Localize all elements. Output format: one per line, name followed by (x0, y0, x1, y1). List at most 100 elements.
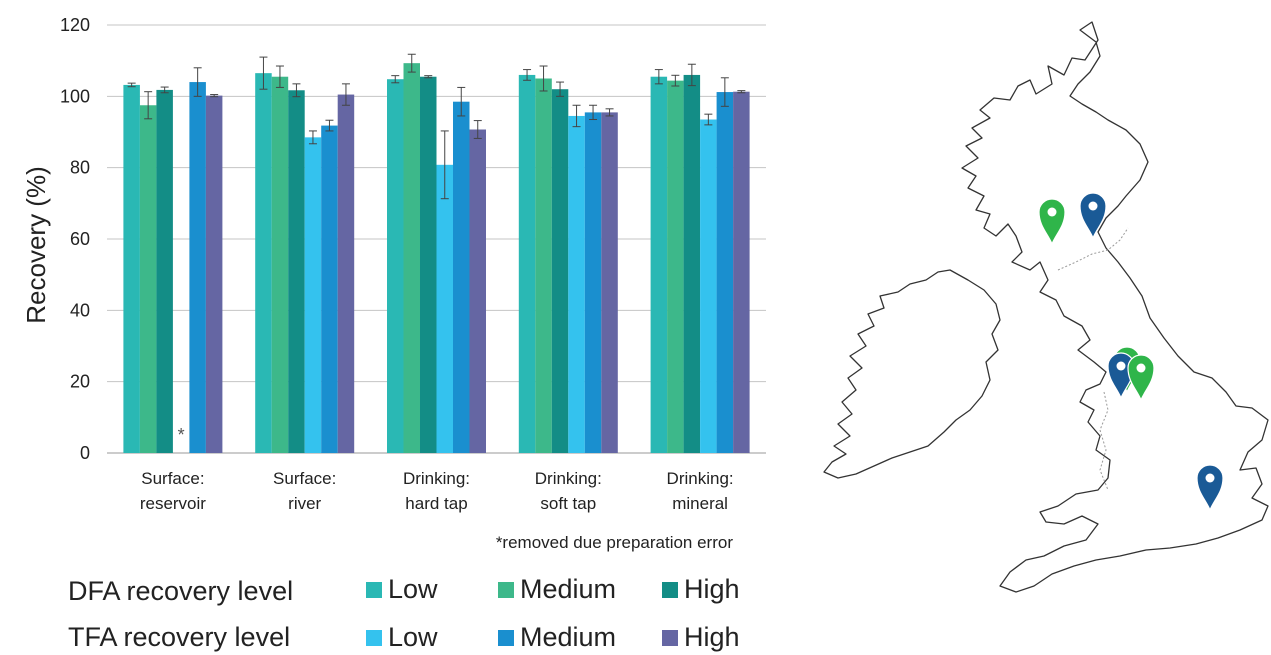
bar-dfa-medium-4 (667, 80, 684, 453)
category-label-3: Drinking: soft tap (535, 469, 602, 513)
bar-tfa-medium-3 (584, 112, 602, 453)
bar-tfa-medium-1 (321, 125, 338, 453)
y-tick-label-0: 0 (80, 443, 90, 463)
bar-dfa-low-4 (650, 76, 668, 453)
bar-tfa-high-0 (205, 95, 223, 454)
category-label-2: Drinking: hard tap (403, 469, 470, 513)
ireland-outline (823, 269, 1001, 479)
england-scotland-border (1057, 227, 1129, 271)
legend-tfa-title: TFA recovery level (68, 622, 291, 652)
bar-tfa-high-4 (733, 91, 750, 454)
error-bar-tfa-medium-1 (325, 119, 334, 132)
y-axis-ticks: 0 20 40 60 80 100 120 (60, 15, 90, 463)
bar-dfa-medium-1 (271, 76, 289, 453)
error-bar-dfa-medium-3 (539, 65, 548, 92)
bar-dfa-medium-2 (403, 63, 420, 454)
bar-dfa-medium-3 (535, 78, 552, 453)
y-axis-label: Recovery (%) (21, 166, 51, 323)
green-marker-scotland-west (1038, 198, 1066, 246)
legend-tfa-low: Low (366, 622, 438, 653)
bar-dfa-high-4 (683, 74, 701, 453)
legend-tfa-medium-swatch (498, 629, 514, 646)
error-bar-tfa-low-3 (572, 104, 581, 128)
error-bar-tfa-high-3 (605, 108, 614, 117)
bar-dfa-low-2 (387, 79, 404, 454)
bar-tfa-low-4 (700, 119, 717, 454)
annotation-0: * (178, 425, 185, 445)
legend-dfa-medium-swatch (498, 581, 514, 598)
error-bar-dfa-low-1 (259, 56, 268, 90)
chart-footnote: *removed due preparation error (496, 533, 734, 552)
error-bar-tfa-high-2 (473, 120, 482, 139)
error-bar-dfa-high-3 (556, 81, 565, 97)
category-label-1: Surface: river (273, 469, 336, 513)
bar-tfa-medium-0 (189, 82, 206, 454)
legend-dfa-high: High (662, 574, 740, 605)
error-bar-dfa-high-0 (160, 86, 169, 94)
bar-dfa-high-0 (156, 89, 173, 453)
bar-dfa-high-3 (551, 89, 569, 453)
x-axis-category-labels: Surface: reservoir Surface: river Drinking: h… (140, 469, 734, 513)
legend-dfa-medium: Medium (498, 574, 616, 605)
legend-tfa-medium: Medium (498, 622, 616, 653)
y-tick-label-20: 20 (70, 372, 90, 392)
bar-tfa-high-1 (337, 94, 355, 454)
sample-location-markers (1038, 192, 1224, 512)
error-bar-dfa-medium-0 (144, 91, 153, 120)
error-bar-dfa-high-1 (292, 83, 301, 98)
legend-tfa-low-swatch (366, 629, 382, 646)
bar-dfa-low-0 (123, 84, 140, 454)
category-label-4: Drinking: mineral (667, 469, 734, 513)
green-marker-midlands-east (1127, 354, 1155, 402)
bar-tfa-medium-2 (453, 101, 470, 453)
legend-dfa-high-label: High (684, 574, 740, 604)
error-bar-tfa-medium-4 (720, 77, 729, 107)
legend-dfa-high-swatch (662, 581, 678, 598)
error-bar-dfa-high-4 (687, 63, 696, 87)
error-bar-tfa-low-1 (308, 130, 317, 145)
error-bar-tfa-medium-2 (457, 86, 466, 117)
legend-dfa-low-label: Low (388, 574, 438, 604)
error-bar-tfa-low-2 (440, 130, 449, 200)
bar-tfa-medium-4 (716, 92, 734, 453)
legend-dfa-medium-label: Medium (520, 574, 617, 604)
y-tick-label-80: 80 (70, 158, 90, 178)
uk-ireland-map (823, 21, 1269, 593)
bar-dfa-high-2 (420, 76, 437, 453)
error-bar-dfa-low-4 (654, 69, 663, 85)
bar-tfa-low-3 (568, 115, 585, 453)
error-bar-dfa-medium-1 (275, 65, 284, 88)
y-tick-label-120: 120 (60, 15, 90, 35)
y-tick-label-40: 40 (70, 300, 90, 320)
bar-dfa-medium-0 (139, 105, 157, 453)
error-bar-tfa-high-1 (341, 83, 350, 106)
great-britain-outline (961, 21, 1269, 593)
bar-tfa-low-2 (436, 164, 453, 453)
legend-tfa-high: High (662, 622, 740, 653)
chart-annotations: * (178, 425, 185, 445)
england-wales-border (1099, 391, 1109, 491)
error-bar-tfa-high-0 (210, 94, 219, 98)
error-bar-dfa-low-0 (127, 82, 136, 88)
bar-dfa-low-1 (255, 73, 272, 454)
error-bar-tfa-medium-3 (589, 104, 598, 121)
legend-dfa-low: Low (366, 574, 438, 605)
bar-tfa-high-3 (601, 112, 618, 453)
error-bar-dfa-high-2 (424, 75, 433, 79)
error-bar-tfa-low-4 (704, 113, 713, 126)
legend-tfa-low-label: Low (388, 622, 438, 652)
error-bar-dfa-medium-2 (407, 53, 416, 73)
bar-tfa-low-1 (304, 137, 322, 453)
legend-tfa-high-swatch (662, 629, 678, 646)
error-bar-tfa-medium-0 (193, 67, 202, 97)
y-tick-label-60: 60 (70, 229, 90, 249)
legend-dfa-title: DFA recovery level (68, 576, 294, 606)
error-bar-tfa-high-4 (737, 90, 746, 94)
error-bar-dfa-low-3 (523, 69, 532, 81)
chart-error-bars (127, 53, 746, 200)
legend-tfa-medium-label: Medium (520, 622, 617, 652)
blue-marker-scotland-east (1079, 192, 1107, 240)
legend-dfa-low-swatch (366, 581, 382, 598)
category-label-0: Surface: reservoir (140, 469, 206, 513)
bar-dfa-high-1 (288, 90, 305, 454)
